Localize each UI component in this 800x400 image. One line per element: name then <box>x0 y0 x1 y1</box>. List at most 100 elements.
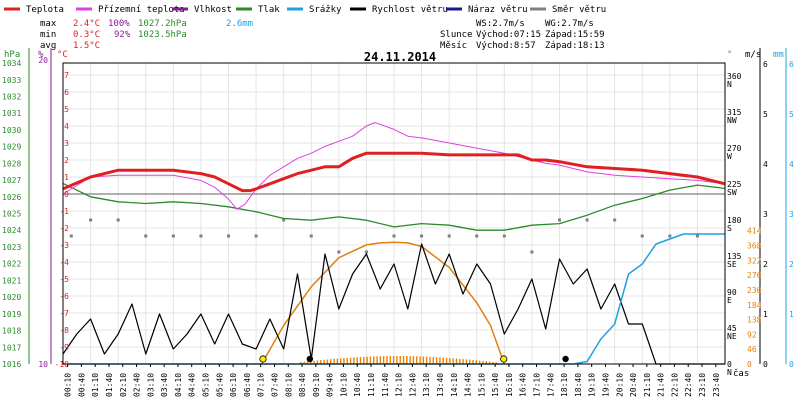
x-tick-label: 12:10 <box>395 373 404 397</box>
wind-direction-point <box>227 234 230 238</box>
wind-direction-point <box>282 218 286 222</box>
legend-item: Srážky <box>287 5 342 15</box>
direction-tick-label: 270 <box>727 144 742 153</box>
direction-tick-label: 180 <box>727 216 742 225</box>
solar-bar <box>303 361 305 364</box>
radiation-tick-label: 276 <box>747 271 762 280</box>
wind-direction-point <box>254 234 258 238</box>
wind-direction-point <box>558 218 561 222</box>
stats-min-label: min <box>40 30 56 40</box>
solar-bar <box>382 356 385 364</box>
solar-bar <box>356 357 358 364</box>
hpa-tick-label: 1033 <box>2 76 21 85</box>
x-tick-label: 00:40 <box>77 373 86 397</box>
ms-tick-label: 4 <box>763 160 768 169</box>
solar-bar <box>313 360 315 364</box>
legend-item: Přízemní teplota <box>76 5 185 15</box>
direction-tick-label: 0 <box>727 360 732 369</box>
info-ws: WS:2.7m/s <box>476 19 525 29</box>
stats-max-rain: 2.6mm <box>226 19 253 29</box>
x-tick-label: 01:10 <box>91 373 100 397</box>
solar-bar <box>492 361 494 364</box>
x-tick-label: 23:40 <box>712 373 721 397</box>
wind-speed-line <box>62 243 725 365</box>
mm-tick-label: 2 <box>789 260 794 269</box>
solar-bar <box>412 356 415 364</box>
radiation-tick-label: 92 <box>747 330 757 339</box>
c-tick-label: 6 <box>64 88 69 97</box>
wind-direction-point <box>530 250 534 254</box>
solar-bar <box>465 359 468 364</box>
moonrise-marker <box>306 355 314 363</box>
direction-tick-label: 90 <box>727 288 737 297</box>
x-tick-label: 13:40 <box>436 373 445 397</box>
hpa-tick-label: 1022 <box>2 260 21 269</box>
mm-tick-label: 5 <box>789 110 794 119</box>
plot-frame <box>62 62 726 365</box>
solar-bar <box>409 356 411 364</box>
x-tick-label: 04:40 <box>188 373 197 397</box>
radiation-tick-label: 0 <box>747 360 752 369</box>
solar-bar <box>330 359 332 364</box>
wind-direction-point <box>199 234 203 238</box>
wind-direction-point <box>337 250 341 254</box>
radiation-tick-label: 230 <box>747 286 762 295</box>
direction-tick-label: N <box>727 80 732 89</box>
c-tick-label: -10 <box>55 360 70 369</box>
wind-direction-point <box>585 218 589 222</box>
radiation-tick-label: 322 <box>747 256 762 265</box>
x-tick-label: 22:40 <box>684 373 693 397</box>
solar-bar <box>343 358 345 364</box>
solar-bar <box>333 358 335 364</box>
pct-unit-label: % <box>38 50 44 60</box>
solar-bar <box>435 357 438 364</box>
x-tick-label: 08:10 <box>284 373 293 397</box>
wind-direction-point <box>364 250 368 254</box>
info-sun-set: Západ:15:59 <box>545 30 605 40</box>
solar-bar <box>392 356 395 364</box>
c-tick-label: -7 <box>59 309 69 318</box>
info-sun-label: Slunce <box>440 30 473 40</box>
solar-bar <box>406 356 408 364</box>
chart-title: 24.11.2014 <box>364 50 436 64</box>
radiation-tick-label: 138 <box>747 316 762 325</box>
direction-tick-label: 360 <box>727 72 742 81</box>
c-tick-label: -4 <box>59 258 69 267</box>
solar-bar <box>449 358 451 364</box>
c-tick-label: 0 <box>64 190 69 199</box>
solar-bar <box>389 356 391 364</box>
solar-bar <box>422 356 425 364</box>
x-tick-label: 15:10 <box>477 373 486 397</box>
solar-bar <box>300 362 302 364</box>
legend-label: Vlhkost <box>194 5 232 15</box>
solar-bar <box>478 360 481 364</box>
pct-tick-label: 20 <box>38 56 48 65</box>
hpa-tick-label: 1030 <box>2 126 21 135</box>
solar-bar <box>349 357 352 364</box>
x-tick-label: 02:40 <box>133 373 142 397</box>
solar-bar <box>386 356 388 364</box>
x-tick-label: 19:40 <box>601 373 610 397</box>
info-block: WS:2.7m/s WG:2.7m/s Slunce Východ:07:15 … <box>440 19 605 51</box>
stats-block: max 2.4°C 100% 1027.2hPa 2.6mm min 0.3°C… <box>40 19 253 51</box>
info-moon-rise: Východ:8:57 <box>476 41 536 51</box>
solar-bar <box>399 356 401 364</box>
stats-min-temp: 0.3°C <box>73 30 100 40</box>
legend-label: Srážky <box>309 5 342 15</box>
solar-bar <box>396 356 398 364</box>
info-moon-set: Západ:18:13 <box>545 41 605 51</box>
x-tick-label: 07:10 <box>257 373 266 397</box>
solar-bar <box>495 362 497 364</box>
x-tick-label: 19:10 <box>588 373 597 397</box>
wind-direction-point <box>116 218 120 222</box>
hpa-tick-label: 1024 <box>2 226 21 235</box>
solar-bar <box>442 357 444 364</box>
solar-bar <box>379 356 382 364</box>
legend-item: Teplota <box>4 5 64 15</box>
ms-tick-label: 6 <box>763 60 768 69</box>
hpa-tick-label: 1019 <box>2 310 21 319</box>
x-tick-label: 13:10 <box>422 373 431 397</box>
x-tick-label: 05:10 <box>202 373 211 397</box>
solar-bar <box>323 359 325 364</box>
